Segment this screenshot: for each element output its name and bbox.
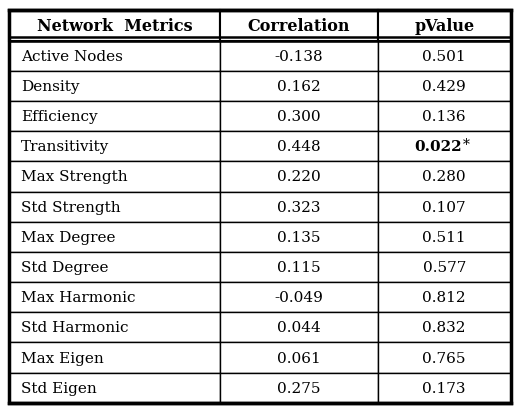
Text: Transitivity: Transitivity — [21, 140, 109, 154]
Text: Active Nodes: Active Nodes — [21, 49, 123, 63]
Bar — [378, 222, 511, 252]
Text: Density: Density — [21, 80, 79, 94]
Bar — [220, 373, 378, 403]
Bar — [378, 102, 511, 132]
Bar — [220, 102, 378, 132]
Bar — [9, 102, 220, 132]
Text: Max Degree: Max Degree — [21, 230, 115, 244]
Bar — [378, 72, 511, 102]
Text: 0.107: 0.107 — [422, 200, 466, 214]
Text: 0.115: 0.115 — [277, 261, 321, 274]
Text: 0.300: 0.300 — [277, 110, 321, 124]
Text: 0.511: 0.511 — [422, 230, 466, 244]
Text: -0.138: -0.138 — [275, 49, 323, 63]
Bar — [378, 373, 511, 403]
Bar — [220, 192, 378, 222]
Bar — [220, 72, 378, 102]
Bar — [378, 312, 511, 343]
Bar — [220, 283, 378, 312]
Bar — [220, 343, 378, 373]
Bar — [220, 42, 378, 72]
Text: Efficiency: Efficiency — [21, 110, 97, 124]
Bar — [9, 252, 220, 283]
Bar — [9, 222, 220, 252]
Text: -0.049: -0.049 — [275, 290, 323, 304]
Bar — [220, 312, 378, 343]
Text: 0.812: 0.812 — [422, 290, 466, 304]
Bar — [378, 343, 511, 373]
Bar — [378, 192, 511, 222]
Bar — [220, 222, 378, 252]
Text: 0.162: 0.162 — [277, 80, 321, 94]
Text: Std Harmonic: Std Harmonic — [21, 321, 128, 335]
Text: Std Degree: Std Degree — [21, 261, 108, 274]
Text: 0.765: 0.765 — [422, 351, 466, 365]
Bar — [9, 72, 220, 102]
Bar — [9, 132, 220, 162]
Bar — [220, 162, 378, 192]
Text: 0.832: 0.832 — [422, 321, 466, 335]
Text: 0.280: 0.280 — [422, 170, 466, 184]
Bar — [9, 42, 220, 72]
Bar — [220, 11, 378, 42]
Text: Correlation: Correlation — [248, 18, 350, 35]
Bar — [9, 283, 220, 312]
Text: 0.135: 0.135 — [277, 230, 321, 244]
Text: 0.044: 0.044 — [277, 321, 321, 335]
Text: 0.577: 0.577 — [423, 261, 466, 274]
Bar — [378, 283, 511, 312]
Text: Network  Metrics: Network Metrics — [37, 18, 192, 35]
Bar — [378, 42, 511, 72]
Text: Std Eigen: Std Eigen — [21, 381, 97, 395]
Text: Max Eigen: Max Eigen — [21, 351, 103, 365]
Text: *: * — [463, 138, 470, 152]
Text: 0.501: 0.501 — [422, 49, 466, 63]
Text: Std Strength: Std Strength — [21, 200, 121, 214]
Text: 0.429: 0.429 — [422, 80, 466, 94]
Text: 0.448: 0.448 — [277, 140, 321, 154]
Text: 0.323: 0.323 — [277, 200, 321, 214]
Text: 0.022: 0.022 — [414, 140, 462, 154]
Text: 0.061: 0.061 — [277, 351, 321, 365]
Text: 0.136: 0.136 — [422, 110, 466, 124]
Bar — [378, 132, 511, 162]
Bar — [9, 312, 220, 343]
Text: 0.173: 0.173 — [422, 381, 466, 395]
Bar — [378, 252, 511, 283]
Bar — [220, 252, 378, 283]
Text: Max Strength: Max Strength — [21, 170, 127, 184]
Bar — [9, 192, 220, 222]
Text: pValue: pValue — [414, 18, 474, 35]
Text: 0.275: 0.275 — [277, 381, 321, 395]
Bar — [9, 11, 220, 42]
Bar — [220, 132, 378, 162]
Bar — [9, 162, 220, 192]
Text: Max Harmonic: Max Harmonic — [21, 290, 135, 304]
Bar — [9, 373, 220, 403]
Bar — [378, 11, 511, 42]
Bar — [9, 343, 220, 373]
Bar — [378, 162, 511, 192]
Text: 0.220: 0.220 — [277, 170, 321, 184]
